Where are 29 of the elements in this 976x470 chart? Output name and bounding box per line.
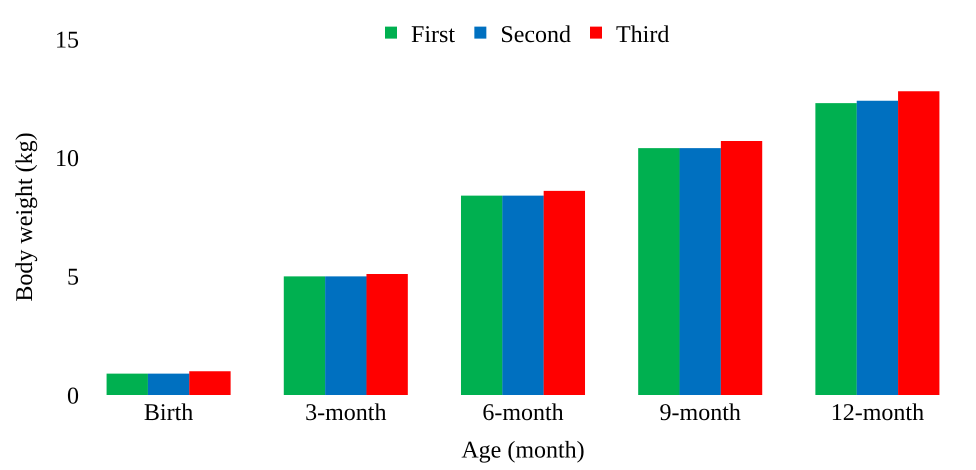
x-tick-label: 9-month — [660, 400, 741, 426]
y-tick-label: 0 — [67, 383, 79, 410]
y-tick-label: 15 — [55, 27, 79, 54]
bar — [366, 274, 408, 395]
bar — [106, 374, 148, 395]
bar — [544, 190, 586, 395]
bar — [638, 148, 680, 395]
bar — [460, 196, 502, 395]
x-tick-label: 12-month — [830, 400, 924, 426]
legend-label: Third — [616, 22, 670, 48]
x-tick-label: 3-month — [305, 400, 386, 426]
legend-label: Second — [500, 22, 572, 48]
y-axis-title: Body weight (kg) — [12, 132, 38, 302]
bar — [720, 141, 762, 395]
x-tick-label: 6-month — [482, 400, 564, 426]
bar — [284, 276, 326, 395]
y-tick-label: 5 — [67, 264, 79, 291]
bar — [189, 371, 231, 395]
bar — [502, 196, 544, 395]
x-axis-title: Age (month) — [461, 437, 585, 464]
bar — [680, 148, 721, 395]
bar — [815, 103, 857, 395]
legend-label: First — [411, 22, 456, 48]
bar — [325, 276, 366, 395]
bar — [898, 91, 940, 395]
bar — [856, 100, 898, 395]
x-tick-label: Birth — [144, 400, 194, 426]
bar — [148, 374, 190, 395]
y-tick-label: 10 — [55, 146, 79, 172]
